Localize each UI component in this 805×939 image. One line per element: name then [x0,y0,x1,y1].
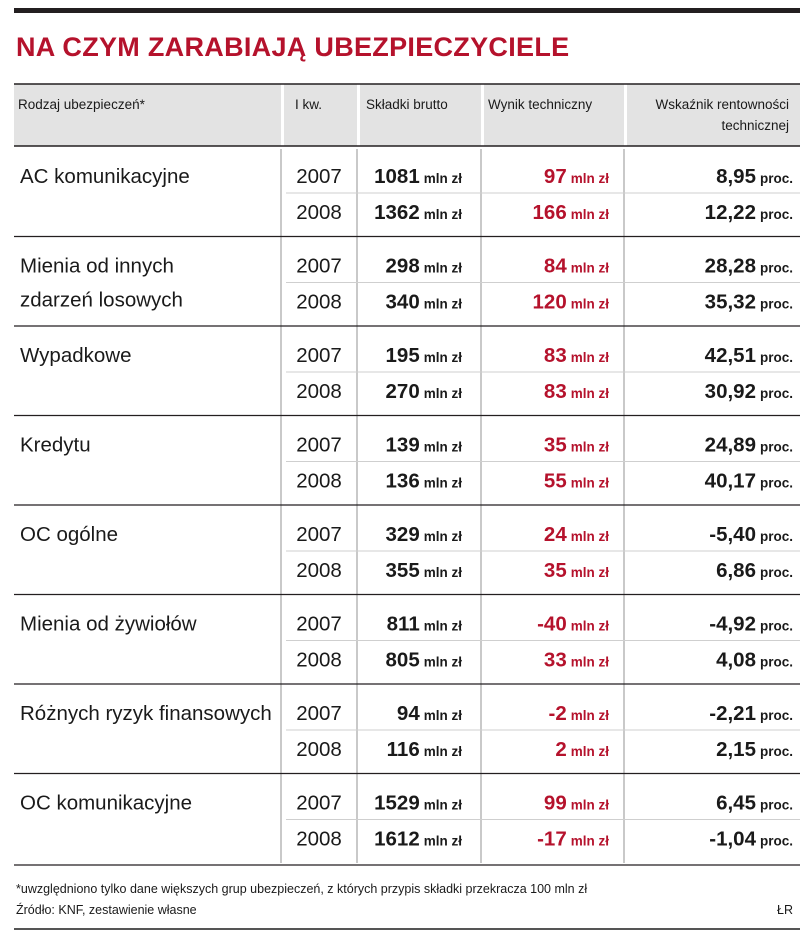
year-cell: 2007 [296,255,342,278]
premiums-cell: 136 mln zł [386,470,463,493]
header-cell-bg [14,84,281,146]
premiums-cell: 116 mln zł [387,738,463,761]
category-label: Kredytu [20,434,91,457]
column-header-premiums: Składki brutto [366,97,448,112]
ratio-cell: 35,32 proc. [705,291,793,314]
category-label: Mienia od żywiołów [20,613,197,636]
premiums-cell: 298 mln zł [386,255,463,278]
bottom-rule [14,928,800,930]
ratio-cell: 2,15 proc. [716,738,793,761]
category-label: OC ogólne [20,523,118,546]
column-header-quarter: I kw. [295,97,322,112]
result-cell: -2 mln zł [549,702,610,725]
premiums-cell: 1612 mln zł [374,828,462,851]
result-cell: 35 mln zł [544,559,609,582]
year-cell: 2008 [296,738,342,761]
category-label: Wypadkowe [20,344,131,367]
infographic-title: NA CZYM ZARABIAJĄ UBEZPIECZYCIELE [16,32,570,62]
premiums-cell: 195 mln zł [386,344,463,367]
year-cell: 2007 [296,702,342,725]
year-cell: 2007 [296,344,342,367]
premiums-cell: 340 mln zł [386,291,463,314]
ratio-cell: 28,28 proc. [705,255,793,278]
year-cell: 2008 [296,201,342,224]
column-header-result: Wynik techniczny [488,97,592,112]
year-cell: 2008 [296,649,342,672]
premiums-cell: 1081 mln zł [374,165,462,188]
category-label: OC komunikacyjne [20,792,192,815]
result-cell: 2 mln zł [555,738,609,761]
premiums-cell: 1529 mln zł [374,792,462,815]
year-cell: 2008 [296,380,342,403]
ratio-cell: 40,17 proc. [705,470,793,493]
premiums-cell: 355 mln zł [386,559,463,582]
ratio-cell: 4,08 proc. [716,649,793,672]
column-header-category: Rodzaj ubezpieczeń* [18,97,146,112]
ratio-cell: 6,45 proc. [716,792,793,815]
year-cell: 2007 [296,165,342,188]
ratio-cell: 12,22 proc. [705,201,793,224]
header-cell-bg [284,84,357,146]
result-cell: 99 mln zł [544,792,609,815]
result-cell: 24 mln zł [544,523,609,546]
result-cell: 33 mln zł [544,649,609,672]
year-cell: 2007 [296,792,342,815]
result-cell: -40 mln zł [537,613,609,636]
category-label: Różnych ryzyk finansowych [20,702,272,725]
ratio-cell: -5,40 proc. [709,523,793,546]
result-cell: 120 mln zł [533,291,610,314]
year-cell: 2007 [296,613,342,636]
header-cell-bg [360,84,481,146]
ratio-cell: 24,89 proc. [705,434,793,457]
premiums-cell: 1362 mln zł [374,201,462,224]
year-cell: 2008 [296,291,342,314]
result-cell: 35 mln zł [544,434,609,457]
year-cell: 2007 [296,434,342,457]
result-cell: 83 mln zł [544,380,609,403]
author-credit: ŁR [777,903,793,917]
top-rule [14,8,800,13]
premiums-cell: 270 mln zł [386,380,463,403]
result-cell: 84 mln zł [544,255,609,278]
category-label: Mienia od innych [20,255,174,278]
result-cell: 55 mln zł [544,470,609,493]
year-cell: 2008 [296,828,342,851]
premiums-cell: 139 mln zł [386,434,463,457]
header-cell-bg [484,84,624,146]
ratio-cell: 6,86 proc. [716,559,793,582]
ratio-cell: -1,04 proc. [709,828,793,851]
source-note: Źródło: KNF, zestawienie własne [16,903,197,917]
ratio-cell: -2,21 proc. [709,702,793,725]
ratio-cell: -4,92 proc. [709,613,793,636]
year-cell: 2008 [296,470,342,493]
result-cell: 166 mln zł [533,201,610,224]
header-cell-bg [627,84,800,146]
premiums-cell: 805 mln zł [386,649,463,672]
year-cell: 2008 [296,559,342,582]
result-cell: 97 mln zł [544,165,609,188]
premiums-cell: 811 mln zł [387,613,463,636]
column-header-ratio-line2: technicznej [721,118,789,133]
premiums-cell: 94 mln zł [397,702,462,725]
footnote: *uwzględniono tylko dane większych grup … [16,882,588,896]
category-label: zdarzeń losowych [20,289,183,312]
ratio-cell: 30,92 proc. [705,380,793,403]
result-cell: -17 mln zł [537,828,609,851]
column-header-ratio: Wskaźnik rentowności [655,97,789,112]
result-cell: 83 mln zł [544,344,609,367]
ratio-cell: 42,51 proc. [705,344,793,367]
category-label: AC komunikacyjne [20,165,190,188]
ratio-cell: 8,95 proc. [716,165,793,188]
premiums-cell: 329 mln zł [386,523,463,546]
year-cell: 2007 [296,523,342,546]
